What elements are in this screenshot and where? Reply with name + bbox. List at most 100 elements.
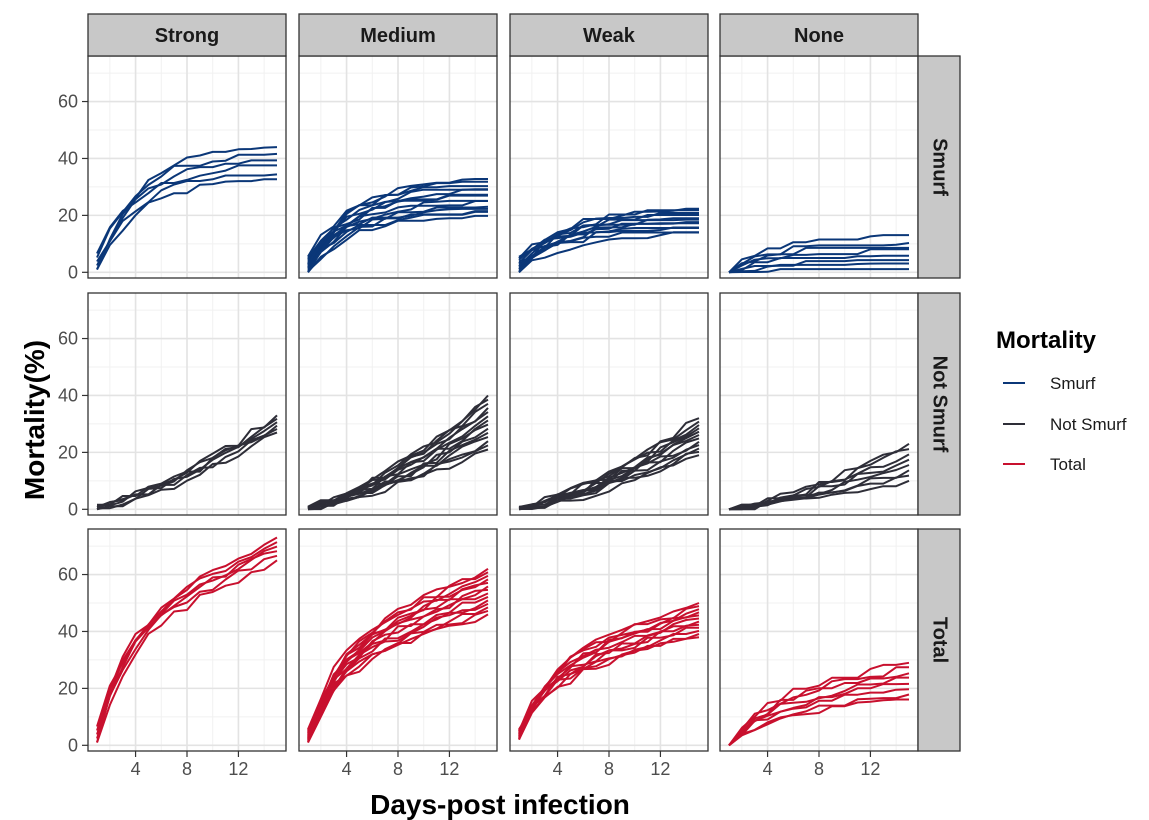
series-line-not-smurf bbox=[518, 420, 700, 510]
panel-smurf-none bbox=[719, 55, 919, 279]
series-line-smurf bbox=[96, 152, 278, 258]
panel-border bbox=[298, 292, 498, 516]
series-line-total bbox=[96, 541, 278, 731]
series-line-smurf bbox=[96, 173, 278, 263]
x-tick-label: 4 bbox=[131, 759, 141, 779]
series-line-smurf bbox=[728, 234, 909, 274]
series-line-smurf bbox=[307, 200, 488, 262]
series-line-total bbox=[518, 602, 700, 740]
series-line-smurf bbox=[96, 146, 278, 270]
series-line-total bbox=[728, 661, 910, 746]
series-line-smurf bbox=[728, 254, 909, 274]
strip-background bbox=[917, 528, 961, 752]
strip-weak: Weak bbox=[509, 13, 709, 57]
y-tick-label: 60 bbox=[58, 92, 78, 112]
y-tick-label: 0 bbox=[68, 735, 78, 755]
x-tick-label: 4 bbox=[342, 759, 352, 779]
series-line-total bbox=[728, 676, 909, 746]
x-tick-label: 8 bbox=[393, 759, 403, 779]
series-line-not-smurf bbox=[729, 448, 910, 511]
panel-not-smurf-weak bbox=[509, 292, 709, 516]
x-axis-title: Days-post infection bbox=[370, 789, 630, 820]
y-tick-label: 20 bbox=[58, 205, 78, 225]
series-line-not-smurf bbox=[307, 398, 489, 509]
panel-border bbox=[87, 292, 287, 516]
axes: 0 20 40 60 0 20 40 60 0 20 40 60 4 8 12 4 8 12 4 8 12 4 8 12 bbox=[58, 92, 880, 779]
panels bbox=[87, 55, 919, 752]
strips: Strong Medium Weak None Smurf Not Smurf Total bbox=[87, 13, 961, 752]
strip-label: None bbox=[794, 25, 844, 47]
series-line-smurf bbox=[728, 259, 909, 274]
series-line-total bbox=[307, 585, 489, 739]
y-tick-label: 20 bbox=[58, 678, 78, 698]
y-tick-label: 40 bbox=[58, 385, 78, 405]
series-line-total bbox=[728, 693, 910, 747]
series-line-smurf bbox=[728, 262, 909, 274]
strip-label: Smurf bbox=[929, 138, 951, 196]
strip-background bbox=[87, 13, 287, 57]
panel-smurf-strong bbox=[87, 55, 287, 279]
series-line-not-smurf bbox=[96, 431, 278, 511]
series-line-smurf bbox=[518, 207, 699, 273]
series-line-total bbox=[307, 567, 489, 743]
series-line-total bbox=[96, 545, 278, 739]
strip-background bbox=[298, 13, 498, 57]
series-line-smurf bbox=[518, 217, 699, 266]
y-tick-label: 0 bbox=[68, 499, 78, 519]
series-line-total bbox=[307, 599, 489, 741]
panel-total-medium bbox=[298, 528, 498, 752]
strip-smurf: Smurf bbox=[917, 55, 961, 279]
legend-label-smurf: Smurf bbox=[1050, 374, 1096, 393]
y-tick-label: 60 bbox=[58, 329, 78, 349]
y-tick-label: 20 bbox=[58, 442, 78, 462]
legend-label-not-smurf: Not Smurf bbox=[1050, 415, 1127, 434]
series-line-smurf bbox=[307, 178, 488, 273]
panel-border bbox=[509, 292, 709, 516]
y-tick-label: 40 bbox=[58, 621, 78, 641]
series-line-not-smurf bbox=[518, 417, 700, 511]
strip-label: Medium bbox=[360, 25, 436, 47]
panel-smurf-weak bbox=[509, 55, 709, 279]
series-line-not-smurf bbox=[518, 424, 700, 509]
series-line-total bbox=[518, 623, 700, 734]
strip-medium: Medium bbox=[298, 13, 498, 57]
strip-total: Total bbox=[917, 528, 961, 752]
series-line-total bbox=[96, 559, 278, 743]
panel-total-weak bbox=[509, 528, 709, 752]
strip-background bbox=[509, 13, 709, 57]
panel-total-none bbox=[719, 528, 919, 752]
x-tick-label: 12 bbox=[860, 759, 880, 779]
series-line-not-smurf bbox=[96, 414, 278, 511]
strip-strong: Strong bbox=[87, 13, 287, 57]
panel-not-smurf-medium bbox=[298, 292, 498, 516]
strip-not-smurf: Not Smurf bbox=[917, 292, 961, 516]
legend-label-total: Total bbox=[1050, 455, 1086, 474]
x-tick-label: 12 bbox=[650, 759, 670, 779]
strip-label: Weak bbox=[583, 25, 636, 47]
series-line-smurf bbox=[307, 199, 488, 270]
x-tick-label: 4 bbox=[763, 759, 773, 779]
series-line-smurf bbox=[728, 246, 909, 274]
series-line-not-smurf bbox=[728, 442, 910, 511]
y-tick-label: 0 bbox=[68, 262, 78, 282]
strip-background bbox=[917, 55, 961, 279]
y-tick-label: 60 bbox=[58, 565, 78, 585]
x-tick-label: 8 bbox=[182, 759, 192, 779]
series-line-smurf bbox=[728, 242, 910, 274]
series-line-total bbox=[518, 611, 700, 739]
series-line-smurf bbox=[96, 159, 277, 266]
legend: Mortality Smurf Not Smurf Total bbox=[996, 327, 1127, 474]
y-tick-label: 40 bbox=[58, 148, 78, 168]
series-line-smurf bbox=[307, 207, 488, 263]
x-tick-label: 4 bbox=[553, 759, 563, 779]
x-tick-label: 8 bbox=[604, 759, 614, 779]
strip-background bbox=[917, 292, 961, 516]
x-tick-label: 8 bbox=[814, 759, 824, 779]
panel-total-strong bbox=[87, 528, 287, 752]
series-line-smurf bbox=[728, 268, 909, 274]
panel-not-smurf-strong bbox=[87, 292, 287, 516]
series-line-not-smurf bbox=[307, 419, 489, 509]
strip-label: Total bbox=[929, 617, 951, 663]
series-line-smurf bbox=[96, 178, 277, 270]
